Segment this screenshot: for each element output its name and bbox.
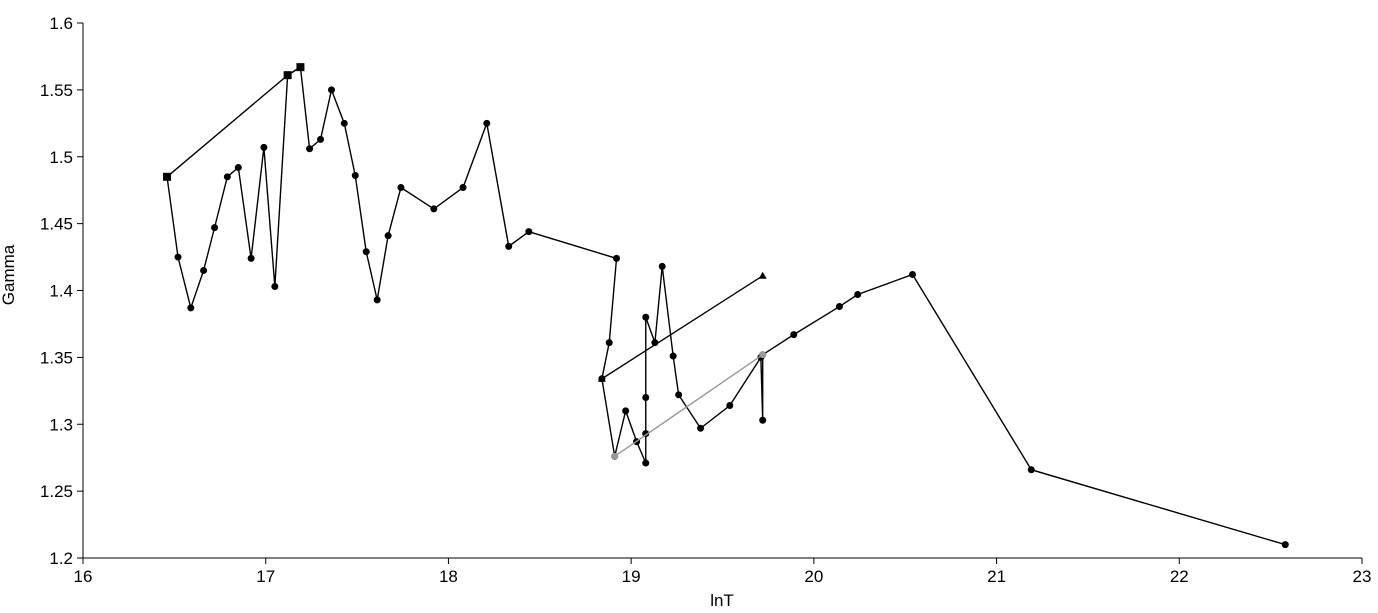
x-tick-label: 19 bbox=[622, 567, 641, 586]
y-tick-label: 1.4 bbox=[49, 282, 73, 301]
x-tick-label: 23 bbox=[1353, 567, 1372, 586]
point bbox=[260, 143, 268, 151]
series-line bbox=[166, 65, 1286, 546]
point bbox=[759, 351, 767, 359]
y-tick-label: 1.6 bbox=[49, 14, 73, 33]
x-tick-label: 17 bbox=[256, 567, 275, 586]
point bbox=[234, 163, 242, 171]
point bbox=[759, 416, 767, 424]
point bbox=[726, 402, 734, 410]
y-tick-label: 1.45 bbox=[40, 215, 73, 234]
point bbox=[597, 374, 606, 382]
point bbox=[200, 266, 208, 274]
point bbox=[642, 430, 650, 438]
point bbox=[247, 254, 255, 262]
point bbox=[642, 459, 650, 467]
point bbox=[351, 171, 359, 179]
point bbox=[373, 296, 381, 304]
point bbox=[459, 184, 467, 192]
y-tick-label: 1.55 bbox=[40, 81, 73, 100]
point bbox=[397, 184, 405, 192]
point bbox=[525, 228, 533, 236]
y-tick-label: 1.35 bbox=[40, 348, 73, 367]
point bbox=[174, 253, 182, 261]
point bbox=[758, 271, 767, 279]
y-tick-label: 1.3 bbox=[49, 415, 73, 434]
point bbox=[384, 232, 392, 240]
y-tick-label: 1.2 bbox=[49, 549, 73, 568]
point bbox=[642, 313, 650, 321]
point bbox=[296, 63, 305, 72]
point bbox=[622, 407, 630, 415]
x-tick-label: 20 bbox=[804, 567, 823, 586]
point bbox=[642, 394, 650, 401]
point bbox=[283, 71, 292, 80]
point bbox=[223, 173, 231, 181]
point bbox=[483, 119, 491, 127]
point bbox=[835, 303, 843, 311]
point bbox=[187, 304, 195, 312]
point bbox=[909, 270, 917, 278]
point bbox=[271, 282, 279, 290]
x-axis-label: lnT bbox=[710, 591, 734, 610]
point bbox=[362, 248, 370, 256]
x-tick-label: 18 bbox=[439, 567, 458, 586]
point bbox=[327, 86, 335, 94]
point bbox=[1281, 541, 1289, 549]
point bbox=[854, 291, 862, 299]
point bbox=[697, 424, 705, 432]
point bbox=[430, 205, 438, 213]
point bbox=[675, 391, 683, 399]
point bbox=[605, 339, 613, 347]
point bbox=[211, 224, 219, 232]
point bbox=[317, 135, 325, 143]
series-line bbox=[614, 354, 764, 457]
point bbox=[1027, 466, 1035, 474]
x-tick-label: 16 bbox=[74, 567, 93, 586]
point bbox=[306, 145, 314, 153]
series-line bbox=[601, 275, 764, 380]
y-axis-label: Gamma bbox=[0, 244, 18, 305]
point bbox=[658, 262, 666, 270]
point bbox=[505, 242, 513, 250]
point bbox=[669, 352, 677, 360]
x-tick-label: 22 bbox=[1170, 567, 1189, 586]
point bbox=[163, 172, 172, 181]
series-line bbox=[166, 66, 301, 178]
y-tick-label: 1.5 bbox=[49, 148, 73, 167]
point bbox=[613, 254, 621, 262]
y-tick-label: 1.25 bbox=[40, 482, 73, 501]
point bbox=[790, 331, 798, 339]
point bbox=[340, 119, 348, 127]
x-tick-label: 21 bbox=[987, 567, 1006, 586]
point bbox=[611, 452, 619, 460]
